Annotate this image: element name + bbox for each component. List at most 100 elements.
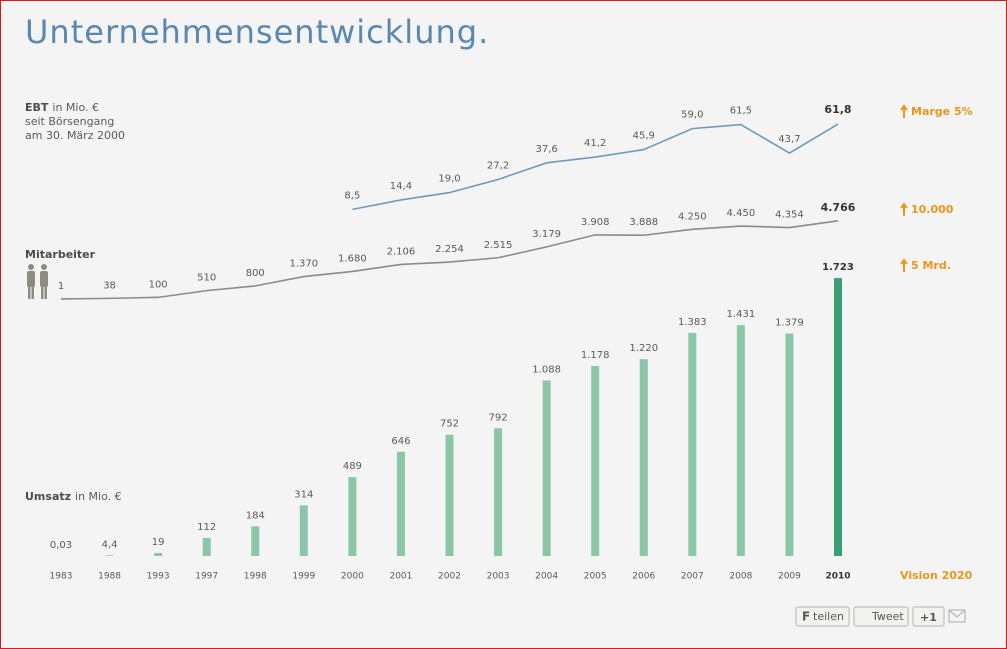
series-label: Mitarbeiter [25, 248, 96, 261]
value-label: 4,4 [102, 539, 118, 550]
value-label: 1.680 [338, 253, 367, 264]
value-label: 112 [197, 522, 216, 533]
value-label: 314 [294, 489, 313, 500]
value-label: 3.179 [532, 229, 561, 240]
x-tick-label: 2001 [389, 572, 412, 582]
value-label: 59,0 [681, 110, 703, 121]
value-label: 4.250 [678, 211, 707, 222]
value-label: 510 [197, 273, 216, 284]
series-label: Umsatz in Mio. € [25, 490, 122, 503]
mail-button[interactable] [948, 609, 966, 623]
value-label: 2.106 [387, 246, 416, 257]
value-label: 19,0 [438, 174, 460, 185]
bar [154, 552, 163, 556]
value-label: 19 [152, 537, 165, 548]
value-label: 800 [246, 268, 265, 279]
target-arrow [900, 104, 908, 118]
target-arrow [900, 202, 908, 216]
series-unit: in Mio. € [52, 101, 99, 114]
share-buttons: F teilen Tweet +1 [795, 606, 966, 627]
value-label: 100 [149, 279, 168, 290]
bar [348, 477, 357, 556]
target-arrow [900, 258, 908, 272]
value-label: 41,2 [584, 138, 606, 149]
share-button[interactable] [795, 606, 850, 627]
value-label: 4.354 [775, 210, 804, 221]
x-tick-label: 2006 [632, 572, 655, 582]
value-label: 184 [246, 510, 265, 521]
value-label: 14,4 [390, 181, 412, 192]
series-name: Mitarbeiter [25, 248, 96, 261]
target-label: Marge 5% [911, 105, 973, 118]
value-label: 45,9 [633, 131, 655, 142]
value-label: 1 [58, 281, 64, 292]
value-label: 792 [489, 412, 508, 423]
value-label: 61,5 [730, 106, 752, 117]
bar [688, 332, 697, 556]
share-label: teilen [813, 610, 844, 623]
x-tick-label: 2002 [438, 572, 461, 582]
x-tick-label: 2010 [825, 572, 850, 582]
value-label: 1.088 [532, 365, 561, 376]
value-label: 2.515 [484, 240, 513, 251]
bar [202, 537, 211, 556]
target-label: 10.000 [911, 203, 954, 216]
target-label: 5 Mrd. [911, 259, 951, 272]
plusone-label: +1 [920, 611, 937, 624]
series-name: Umsatz [25, 490, 71, 503]
x-tick-label: 1999 [292, 572, 315, 582]
value-label: 3.908 [581, 217, 610, 228]
title: Unternehmensentwicklung. [25, 13, 489, 51]
x-tick-label: 1998 [244, 572, 267, 582]
x-tick-label: 2000 [341, 572, 364, 582]
value-label: 4.766 [821, 201, 856, 214]
bar [834, 278, 842, 556]
mail-icon [948, 609, 966, 618]
bar [785, 333, 794, 556]
value-label: 43,7 [778, 134, 800, 145]
series-note: am 30. März 2000 [25, 129, 125, 142]
value-label: 489 [343, 461, 362, 472]
share-icon: F [802, 610, 810, 624]
bar [105, 555, 114, 556]
value-label: 8,5 [344, 190, 360, 201]
bar [736, 325, 745, 556]
line [60, 220, 839, 300]
x-tick-label: 2007 [681, 572, 704, 582]
tweet-button[interactable] [853, 606, 909, 627]
x-tick-label: 2003 [487, 572, 510, 582]
value-label: 1.370 [289, 259, 318, 270]
line [352, 123, 839, 211]
person-icon [27, 264, 48, 299]
bar [251, 526, 260, 556]
value-label: 38 [103, 280, 116, 291]
vision-label: Vision 2020 [900, 569, 973, 582]
x-tick-label: 2009 [778, 572, 801, 582]
value-label: 752 [440, 419, 459, 430]
value-label: 1.383 [678, 317, 707, 328]
series-name: EBT [25, 101, 49, 114]
value-label: 1.220 [629, 343, 658, 354]
value-label: 1.723 [822, 262, 854, 273]
plusone-button[interactable] [912, 606, 945, 627]
value-label: 61,8 [824, 103, 851, 116]
x-tick-label: 1983 [50, 572, 73, 582]
value-label: 2.254 [435, 244, 464, 255]
tweet-label: Tweet [871, 610, 904, 623]
bar [494, 428, 503, 556]
series-label: EBT in Mio. € [25, 101, 99, 114]
value-label: 3.888 [629, 217, 658, 228]
x-tick-label: 1997 [195, 572, 218, 582]
x-tick-label: 1993 [147, 572, 170, 582]
value-label: 646 [391, 436, 410, 447]
bar [445, 434, 454, 556]
series-unit: in Mio. € [75, 490, 122, 503]
bar [299, 505, 308, 556]
value-label: 1.379 [775, 318, 804, 329]
value-label: 0,03 [50, 540, 72, 551]
bar [591, 365, 600, 556]
series-note: seit Börsengang [25, 115, 114, 128]
x-tick-label: 2005 [584, 572, 607, 582]
bar [639, 359, 648, 556]
